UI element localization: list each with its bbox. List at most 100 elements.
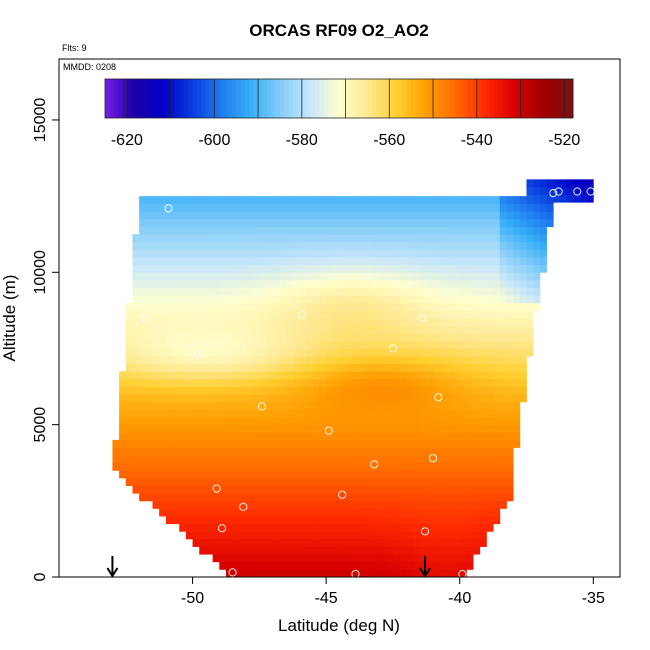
heatmap-cell	[399, 340, 407, 349]
heatmap-cell	[185, 264, 193, 273]
heatmap-cell	[466, 249, 474, 258]
heatmap-cell	[165, 241, 173, 250]
heatmap-cell	[272, 493, 280, 502]
heatmap-cell	[252, 371, 260, 380]
heatmap-cell	[433, 432, 441, 441]
heatmap-cell	[299, 287, 307, 296]
heatmap-cell	[232, 211, 240, 220]
heatmap-cell	[359, 218, 367, 227]
heatmap-cell	[473, 470, 481, 479]
heatmap-cell	[332, 340, 340, 349]
heatmap-cell	[306, 272, 314, 281]
heatmap-cell	[192, 439, 200, 448]
heatmap-cell	[346, 523, 354, 532]
heatmap-cell	[239, 310, 247, 319]
heatmap-cell	[346, 531, 354, 540]
heatmap-cell	[379, 409, 387, 418]
heatmap-cell	[259, 318, 267, 327]
heatmap-cell	[332, 257, 340, 266]
heatmap-cell	[299, 218, 307, 227]
heatmap-cell	[419, 394, 427, 403]
heatmap-cell	[506, 386, 514, 395]
heatmap-cell	[493, 218, 501, 227]
heatmap-cell	[406, 318, 414, 327]
heatmap-cell	[519, 302, 527, 311]
heatmap-cell	[386, 279, 394, 288]
heatmap-cell	[539, 241, 547, 250]
heatmap-cell	[219, 363, 227, 372]
heatmap-cell	[493, 279, 501, 288]
heatmap-cell	[446, 363, 454, 372]
heatmap-cell	[332, 523, 340, 532]
colorbar-segment	[454, 79, 460, 118]
heatmap-cell	[539, 179, 547, 188]
heatmap-cell	[292, 340, 300, 349]
heatmap-cell	[239, 554, 247, 563]
heatmap-cell	[539, 249, 547, 258]
heatmap-cell	[326, 279, 334, 288]
heatmap-cell	[299, 569, 307, 578]
heatmap-cell	[306, 279, 314, 288]
heatmap-cell	[292, 531, 300, 540]
heatmap-cell	[219, 538, 227, 547]
heatmap-cell	[159, 325, 167, 334]
heatmap-cell	[479, 264, 487, 273]
heatmap-cell	[199, 500, 207, 509]
heatmap-cell	[312, 554, 320, 563]
heatmap-cell	[386, 218, 394, 227]
heatmap-cell	[386, 508, 394, 517]
heatmap-cell	[272, 348, 280, 357]
heatmap-cell	[513, 363, 521, 372]
heatmap-cell	[466, 241, 474, 250]
heatmap-cell	[319, 241, 327, 250]
heatmap-cell	[439, 211, 447, 220]
heatmap-cell	[232, 439, 240, 448]
heatmap-cell	[399, 516, 407, 525]
heatmap-cell	[225, 424, 234, 433]
heatmap-cell	[179, 226, 187, 235]
heatmap-cell	[259, 546, 267, 555]
heatmap-cell	[486, 302, 494, 311]
heatmap-cell	[319, 500, 327, 509]
heatmap-cell	[299, 439, 307, 448]
heatmap-cell	[266, 348, 274, 357]
heatmap-cell	[433, 569, 441, 578]
heatmap-cell	[306, 363, 314, 372]
heatmap-cell	[279, 417, 287, 426]
heatmap-cell	[326, 523, 334, 532]
heatmap-cell	[179, 394, 187, 403]
heatmap-cell	[519, 295, 527, 304]
colorbar-segment	[323, 79, 329, 118]
heatmap-cell	[159, 218, 167, 227]
heatmap-cell	[159, 477, 167, 486]
heatmap-cell	[513, 401, 521, 410]
heatmap-cell	[319, 249, 327, 258]
heatmap-cell	[332, 462, 340, 471]
heatmap-cell	[419, 424, 427, 433]
heatmap-cell	[259, 272, 267, 281]
heatmap-cell	[346, 516, 354, 525]
heatmap-cell	[453, 439, 461, 448]
heatmap-cell	[526, 279, 534, 288]
heatmap-cell	[299, 226, 307, 235]
heatmap-cell	[379, 226, 387, 235]
heatmap-cell	[199, 455, 207, 464]
heatmap-cell	[486, 424, 494, 433]
heatmap-cell	[379, 394, 387, 403]
heatmap-cell	[319, 569, 327, 578]
heatmap-cell	[473, 386, 481, 395]
heatmap-cell	[466, 455, 474, 464]
colorbar-segment	[419, 79, 425, 118]
heatmap-cell	[446, 378, 454, 387]
heatmap-cell	[185, 386, 193, 395]
heatmap-cell	[392, 561, 401, 570]
colorbar-segment	[371, 79, 377, 118]
heatmap-cell	[312, 409, 320, 418]
heatmap-cell	[339, 401, 347, 410]
heatmap-cell	[332, 318, 340, 327]
heatmap-cell	[352, 211, 360, 220]
heatmap-cell	[459, 203, 467, 212]
heatmap-cell	[372, 226, 380, 235]
heatmap-cell	[119, 401, 127, 410]
heatmap-cell	[326, 203, 334, 212]
